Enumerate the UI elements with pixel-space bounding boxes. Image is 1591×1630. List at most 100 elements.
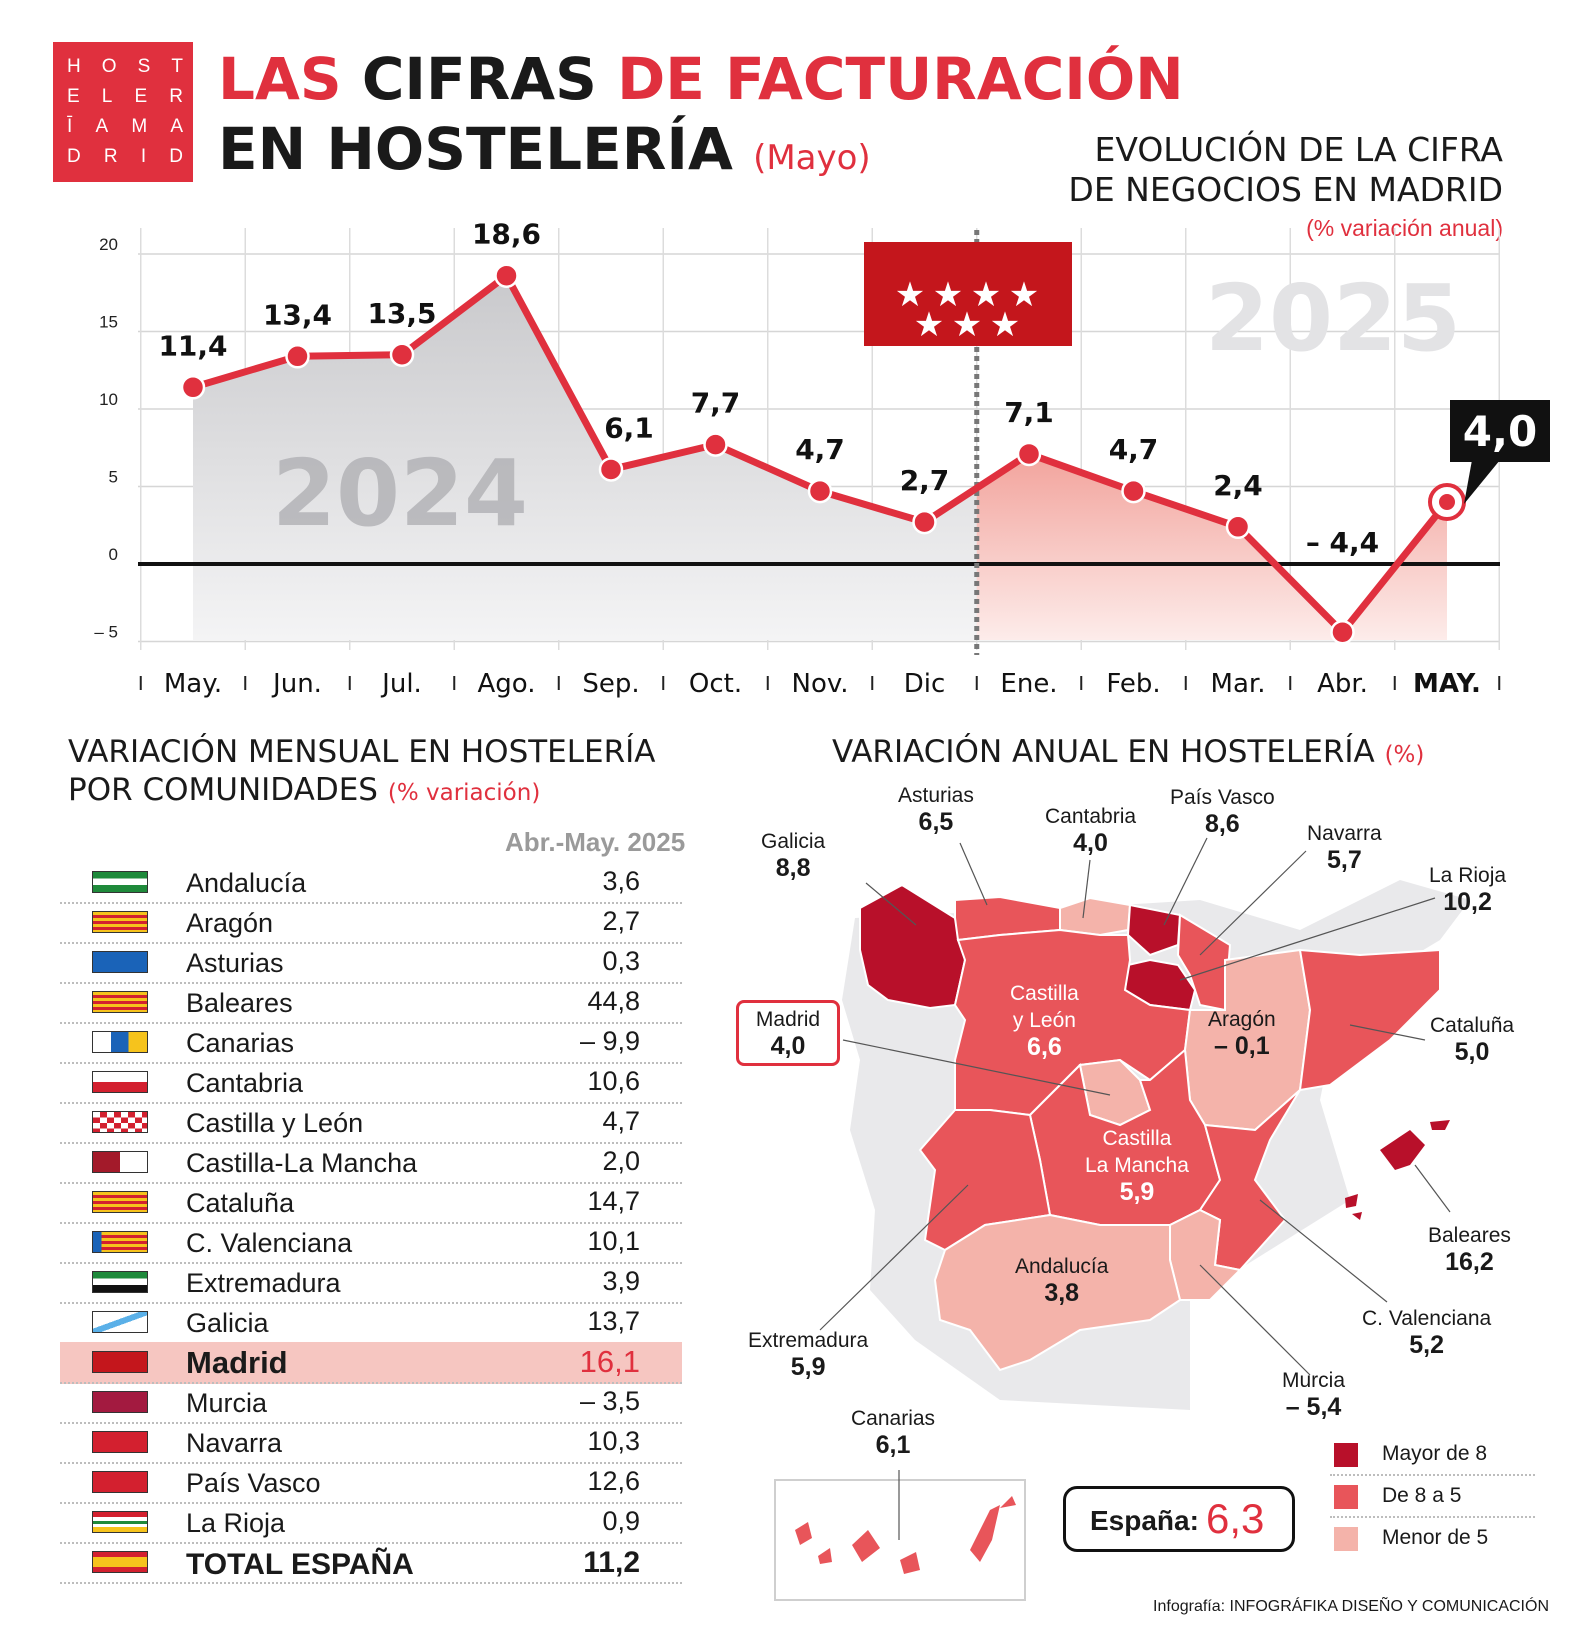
credit: Infografía: INFOGRÁFIKA DISEÑO Y COMUNIC… — [1153, 1598, 1549, 1616]
area-2025 — [976, 453, 1447, 640]
monthly-title: VARIACIÓN MENSUAL EN HOSTELERÍA POR COMU… — [68, 733, 656, 812]
table-row-name: Andalucía — [186, 868, 307, 898]
table-row: Navarra 10,3 — [60, 1422, 682, 1464]
logo-letter: R — [103, 146, 118, 167]
legend-item-high: Mayor de 8 — [1330, 1434, 1535, 1476]
year-label-2024: 2024 — [272, 440, 528, 547]
table-row: Asturias 0,3 — [60, 942, 682, 984]
chart-series — [180, 263, 1466, 645]
table-row-name: C. Valenciana — [186, 1228, 353, 1258]
map-label-cantabria: Cantabria 4,0 — [1045, 805, 1137, 857]
data-label: 2,4 — [1213, 469, 1263, 502]
table-row: TOTAL ESPAÑA 11,2 — [60, 1542, 682, 1584]
logo-letter: H — [67, 56, 81, 77]
table-row-name: Aragón — [186, 908, 274, 938]
data-label: 4,7 — [795, 433, 845, 466]
x-tick-label: May. — [164, 669, 222, 699]
map-label-castilla-leon: Castilla y León 6,6 — [1010, 982, 1079, 1061]
data-label: 4,7 — [1109, 433, 1159, 466]
x-tick-label: Abr. — [1317, 669, 1368, 699]
map-label-cataluna: Cataluña 5,0 — [1430, 1014, 1515, 1066]
table-row-value: 4,7 — [602, 1106, 640, 1136]
x-tick-label: Nov. — [792, 669, 849, 699]
highlight-callout: 4,0 — [1450, 400, 1550, 504]
table-row-name: La Rioja — [186, 1508, 286, 1538]
region-flag-icon — [92, 1351, 148, 1373]
map-leader-lines — [819, 837, 1451, 1540]
table-row-value: 0,9 — [602, 1506, 640, 1536]
region-flag-icon — [92, 1271, 148, 1293]
legend-swatch — [1334, 1485, 1358, 1509]
legend-item-low: Menor de 5 — [1330, 1518, 1535, 1558]
table-row-name: Murcia — [186, 1388, 268, 1418]
table-row-name: País Vasco — [186, 1468, 321, 1498]
svg-text:★: ★ — [933, 275, 963, 315]
data-point — [1225, 514, 1251, 540]
legend-item-mid: De 8 a 5 — [1330, 1476, 1535, 1518]
map-label-galicia: Galicia 8,8 — [761, 830, 826, 882]
map-label-valenciana: C. Valenciana 5,2 — [1362, 1307, 1492, 1359]
region-flag-icon — [92, 1391, 148, 1413]
chart-unit: (% variación anual) — [1306, 215, 1503, 241]
logo-letter: O — [101, 56, 117, 77]
table-row: Murcia – 3,5 — [60, 1382, 682, 1424]
logo-letter: L — [101, 86, 113, 107]
table-row-name: Madrid — [186, 1345, 288, 1380]
y-tick-label: – 5 — [94, 623, 118, 642]
table-row: Extremadura 3,9 — [60, 1262, 682, 1304]
data-label: 13,4 — [263, 298, 332, 331]
spain-total-box: España: 6,3 — [1063, 1486, 1295, 1552]
legend-label: De 8 a 5 — [1382, 1484, 1462, 1507]
table-row-value: 16,1 — [579, 1344, 640, 1379]
table-row-name: Extremadura — [186, 1268, 341, 1298]
table-row-value: 12,6 — [587, 1466, 640, 1496]
legend-swatch — [1334, 1443, 1358, 1467]
table-row-name: Navarra — [186, 1428, 283, 1458]
data-point — [912, 509, 937, 535]
region-galicia — [859, 883, 967, 1010]
title-word-facturacion: DE FACTURACIÓN — [617, 45, 1184, 113]
line-chart: 2024 2025 – 5 0 5 10 15 20 May. Jun. Jul. Ago. Sep… — [94, 218, 1550, 699]
region-flag-icon — [92, 1031, 148, 1053]
region-baleares — [1345, 1120, 1450, 1220]
logo-letter: S — [137, 56, 151, 77]
data-point — [180, 375, 206, 400]
region-flag-icon — [92, 1511, 148, 1533]
table-row: Andalucía 3,6 — [60, 862, 682, 904]
table-row-name: Castilla y León — [186, 1108, 364, 1138]
table-row-value: 3,9 — [602, 1266, 640, 1296]
table-row-value: 3,6 — [602, 866, 640, 896]
svg-text:★: ★ — [990, 305, 1020, 345]
map-label-murcia: Murcia – 5,4 — [1282, 1369, 1346, 1421]
table-row-name: Castilla-La Mancha — [186, 1148, 418, 1178]
svg-text:★: ★ — [952, 305, 982, 345]
data-label: 6,1 — [604, 411, 654, 444]
region-flag-icon — [92, 991, 148, 1013]
data-point — [807, 478, 833, 504]
logo-letter: Ī — [67, 116, 73, 137]
logo-letter: E — [134, 86, 148, 107]
table-row-name: TOTAL ESPAÑA — [186, 1548, 414, 1581]
chart-title-line-2: DE NEGOCIOS EN MADRID — [1068, 170, 1503, 209]
legend-swatch — [1334, 1527, 1358, 1551]
monthly-title-line-2: POR COMUNIDADES (% variación) — [68, 771, 656, 812]
table-row: Cataluña 14,7 — [60, 1182, 682, 1224]
map-label-la-rioja: La Rioja 10,2 — [1429, 864, 1507, 916]
map-label-baleares: Baleares 16,2 — [1428, 1224, 1511, 1276]
chart-title: EVOLUCIÓN DE LA CIFRA DE NEGOCIOS EN MAD… — [1068, 130, 1503, 210]
region-flag-icon — [92, 911, 148, 933]
spain-map — [774, 837, 1470, 1601]
data-point — [1439, 494, 1455, 510]
x-tick-label: Jun. — [271, 669, 322, 699]
logo-letter: A — [170, 116, 183, 137]
logo-letter: D — [67, 146, 81, 167]
map-label-castilla-mancha: Castilla La Mancha 5,9 — [1085, 1127, 1189, 1206]
table-row: Castilla-La Mancha 2,0 — [60, 1142, 682, 1184]
table-row-name: Canarias — [186, 1028, 295, 1058]
table-row-value: 10,1 — [587, 1226, 640, 1256]
table-row: Madrid 16,1 — [60, 1342, 682, 1384]
region-cantabria — [1059, 896, 1132, 937]
table-row-name: Galicia — [186, 1308, 269, 1338]
table-row-name: Baleares — [186, 988, 293, 1018]
